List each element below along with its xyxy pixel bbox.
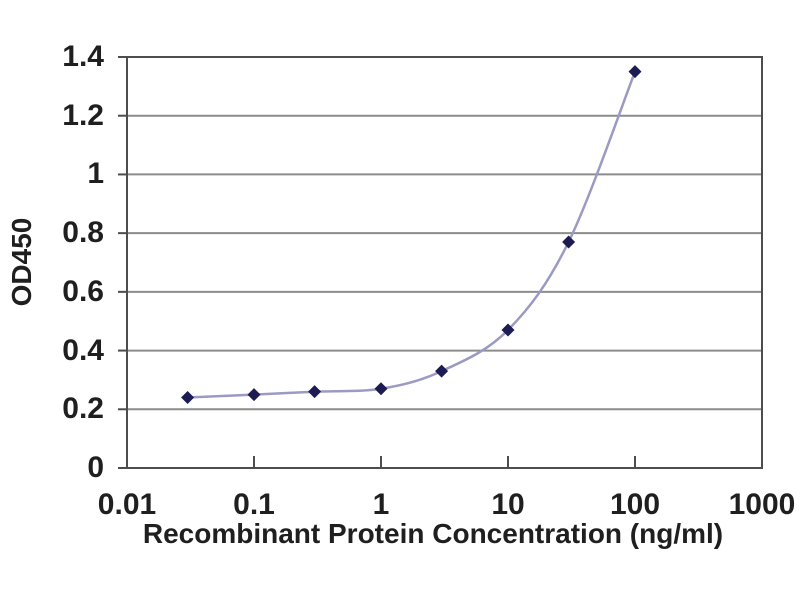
x-tick-label: 10 [491, 488, 525, 521]
y-tick-label: 0.6 [62, 274, 104, 308]
data-point-marker [308, 385, 322, 399]
y-tick-label: 0.8 [62, 216, 104, 250]
x-tick-label: 1000 [728, 488, 796, 521]
y-tick-label: 0.2 [62, 392, 104, 426]
y-tick-label: 0 [87, 451, 104, 484]
data-point-marker [374, 382, 388, 396]
data-point-marker [501, 323, 515, 337]
data-point-marker [435, 364, 449, 378]
data-point-marker [181, 391, 195, 405]
y-tick-label: 1.2 [62, 98, 104, 132]
x-tick-label: 0.1 [233, 488, 275, 521]
x-tick-label: 100 [609, 488, 661, 521]
y-tick-label: 1 [87, 157, 104, 191]
plot-frame [126, 56, 763, 469]
y-tick-label: 1.4 [62, 40, 104, 73]
x-tick-label: 1 [372, 488, 390, 521]
x-axis-title: Recombinant Protein Concentration (ng/ml… [142, 518, 724, 549]
data-point-marker [562, 235, 576, 249]
x-tick-label: 0.01 [97, 488, 157, 521]
data-point-marker [247, 388, 261, 402]
data-point-marker [628, 65, 642, 79]
series-line [187, 71, 637, 399]
y-tick-label: 0.4 [62, 333, 104, 367]
